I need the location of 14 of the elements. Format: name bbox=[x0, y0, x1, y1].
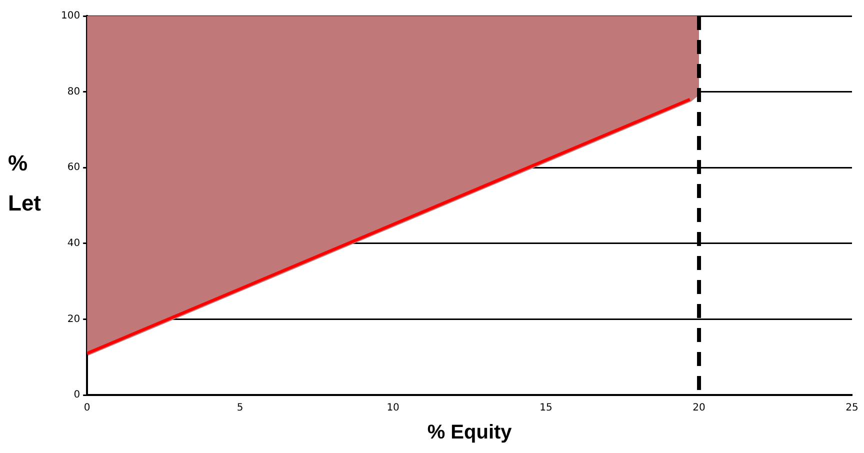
x-tick-label: 15 bbox=[540, 402, 552, 414]
x-tick-label: 10 bbox=[386, 402, 400, 414]
x-tick-label: 0 bbox=[84, 402, 90, 414]
y-axis-title: % Let bbox=[8, 150, 42, 216]
x-tick-label: 25 bbox=[846, 402, 858, 414]
x-axis-title: % Equity bbox=[427, 422, 513, 444]
y-tick-label: 60 bbox=[67, 162, 80, 174]
y-tick-label: 100 bbox=[60, 10, 80, 22]
x-tick-label: 20 bbox=[692, 402, 706, 414]
y-tick-label: 80 bbox=[67, 86, 80, 98]
y-tick-label: 40 bbox=[67, 238, 80, 249]
y-tick-label: 20 bbox=[67, 314, 80, 325]
x-tick-label: 5 bbox=[236, 402, 244, 414]
y-tick-label: 0 bbox=[74, 390, 80, 401]
